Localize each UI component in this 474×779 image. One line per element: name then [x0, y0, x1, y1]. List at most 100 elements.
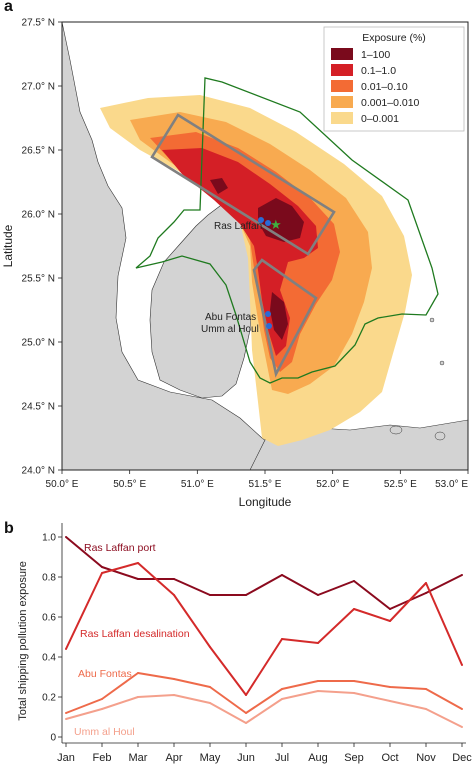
- series-point: [317, 594, 319, 596]
- series-point: [209, 702, 211, 704]
- legend-item-label: 0.1–1.0: [361, 65, 396, 77]
- map-ytick-label: 26.5° N: [22, 146, 55, 157]
- map-ytick-label: 24.5° N: [22, 402, 55, 413]
- series-point: [245, 712, 247, 714]
- series-point: [173, 578, 175, 580]
- panel-a-label: a: [4, 0, 13, 15]
- line-chart-xtick-label: Sep: [344, 752, 364, 764]
- series-point: [281, 698, 283, 700]
- line-chart-xtick-label: Nov: [416, 752, 436, 764]
- line-chart-xtick-label: Dec: [452, 752, 472, 764]
- line-chart-ytick-label: 0.4: [42, 653, 56, 664]
- legend-item-label: 0–0.001: [361, 113, 399, 125]
- legend-item-label: 1–100: [361, 49, 390, 61]
- series-point: [137, 562, 139, 564]
- series-point: [209, 646, 211, 648]
- series-point: [353, 580, 355, 582]
- series-point: [461, 708, 463, 710]
- series-point: [389, 608, 391, 610]
- line-chart-xtick-label: Feb: [93, 752, 112, 764]
- map-ytick-label: 26.0° N: [22, 210, 55, 221]
- line-chart-xtick-label: Jan: [57, 752, 75, 764]
- series-point: [461, 664, 463, 666]
- line-chart-ytick-label: 0.2: [42, 693, 56, 704]
- series-point: [209, 594, 211, 596]
- series-point: [461, 726, 463, 728]
- series-point: [317, 690, 319, 692]
- exposure-zone-0.001-0.010: [130, 112, 372, 394]
- series-point: [461, 574, 463, 576]
- series-point: [65, 536, 67, 538]
- eez-boundary: [135, 77, 439, 384]
- series-point: [137, 696, 139, 698]
- map-ytick-label: 24.0° N: [22, 466, 55, 477]
- map-xtick-label: 52.5° E: [384, 479, 417, 490]
- exposure-zone-1-100: [210, 178, 304, 340]
- legend-item-label: 0.01–0.10: [361, 81, 408, 93]
- series-line-3: [65, 690, 463, 728]
- legend-swatch: [331, 96, 353, 108]
- series-point: [425, 688, 427, 690]
- series-point: [425, 582, 427, 584]
- series-point: [353, 680, 355, 682]
- series-point: [245, 594, 247, 596]
- series-point: [65, 712, 67, 714]
- series-point: [281, 688, 283, 690]
- exposure-map: ★ Ras Laffan Abu Fontas Umm al Houl 24.0…: [1, 18, 469, 509]
- series-line-2: [65, 672, 463, 714]
- map-ylabel: Latitude: [1, 224, 15, 267]
- island: [389, 425, 403, 435]
- line-chart-ytick-label: 0.6: [42, 613, 56, 624]
- map-xtick-label: 51.5° E: [249, 479, 282, 490]
- ras-laffan-label: Ras Laffan: [214, 221, 262, 232]
- line-chart-ytick-label: 0: [50, 733, 56, 744]
- line-chart-xtick-label: Mar: [129, 752, 148, 764]
- exposure-line-chart: 0 0.2 0.4 0.6 0.8 1.0 Jan Feb Mar Apr May Jun Jul Aug…: [17, 523, 472, 764]
- series-point: [173, 678, 175, 680]
- map-legend: Exposure (%) 1–100 0.1–1.0 0.01–0.10 0.001–…: [323, 26, 465, 132]
- legend-swatch: [331, 48, 353, 60]
- series-line-1: [65, 562, 463, 696]
- island: [434, 431, 446, 441]
- line-chart-xtick-label: Apr: [165, 752, 182, 764]
- ras-laffan-star: ★: [270, 217, 282, 232]
- legend-swatch: [331, 64, 353, 76]
- map-ytick-label: 25.0° N: [22, 338, 55, 349]
- map-xtick-label: 51.0° E: [181, 479, 214, 490]
- ras-laffan-port-marker: [258, 217, 264, 223]
- abu-fontas-label: Abu Fontas: [205, 312, 256, 323]
- series-point: [65, 718, 67, 720]
- line-chart-xtick-label: Jun: [237, 752, 255, 764]
- series-point: [173, 694, 175, 696]
- umm-al-houl-marker: [266, 323, 272, 329]
- series-point: [137, 578, 139, 580]
- legend-item-label: 0.001–0.010: [361, 97, 420, 109]
- series-point: [101, 698, 103, 700]
- panel-b-label: b: [4, 520, 14, 537]
- island: [429, 317, 435, 323]
- series-label: Ras Laffan port: [84, 542, 156, 554]
- series-point: [317, 680, 319, 682]
- line-chart-xtick-label: Aug: [308, 752, 328, 764]
- series-label: Ras Laffan desalination: [80, 628, 190, 640]
- line-chart-ytick-label: 1.0: [42, 533, 56, 544]
- series-point: [173, 594, 175, 596]
- series-point: [101, 708, 103, 710]
- series-point: [65, 648, 67, 650]
- series-point: [245, 722, 247, 724]
- line-chart-ylabel: Total shipping pollution exposure: [17, 561, 29, 721]
- map-xtick-label: 50.0° E: [46, 479, 79, 490]
- map-xtick-label: 50.5° E: [113, 479, 146, 490]
- series-point: [137, 672, 139, 674]
- map-xtick-label: 52.0° E: [316, 479, 349, 490]
- line-chart-xtick-label: Jul: [275, 752, 289, 764]
- series-point: [425, 708, 427, 710]
- series-label: Umm al Houl: [74, 726, 135, 738]
- series-label: Abu Fontas: [78, 668, 132, 680]
- series-point: [245, 694, 247, 696]
- line-chart-xtick-label: Oct: [381, 752, 398, 764]
- map-ytick-label: 25.5° N: [22, 274, 55, 285]
- series-point: [317, 642, 319, 644]
- line-chart-xtick-label: May: [200, 752, 221, 764]
- line-chart-ytick-label: 0.8: [42, 573, 56, 584]
